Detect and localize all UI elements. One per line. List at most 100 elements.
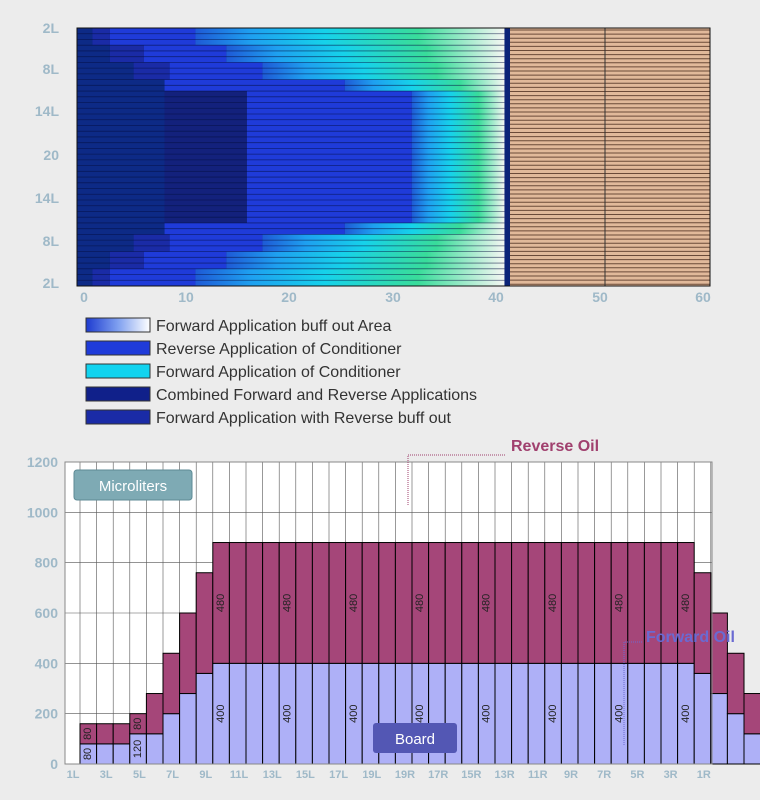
microliters-badge: Microliters: [73, 469, 193, 501]
y-tick-label: 20: [43, 147, 59, 163]
forward-oil-bar: [145, 733, 164, 765]
reverse-oil-bar: [461, 542, 479, 664]
forward-oil-bar: [228, 662, 247, 765]
y-tick-label: 800: [35, 555, 59, 571]
reverse-oil-bar: [262, 542, 280, 664]
band-combined: [77, 234, 134, 241]
band-reverse: [246, 194, 412, 200]
band-forward-buff-out: [411, 211, 505, 218]
band-combined: [77, 119, 165, 126]
y-tick-label: 14L: [35, 190, 60, 206]
board-badge: Board: [373, 723, 457, 753]
band-row: [77, 188, 505, 195]
band-reverse: [164, 228, 345, 235]
band-row: [77, 147, 505, 155]
reverse-oil-bar: [228, 542, 247, 664]
band-row: [77, 27, 505, 34]
forward-oil-bar: [295, 662, 313, 765]
y-tick-label: 8L: [43, 61, 60, 77]
band-forward-buff-out: [195, 39, 505, 46]
band-combined-core: [164, 148, 247, 155]
band-forward-reverse-buff: [109, 50, 144, 57]
band-row: [77, 199, 505, 206]
band-forward-reverse-buff: [92, 274, 110, 281]
band-combined: [77, 171, 165, 178]
legend-swatch: [85, 317, 151, 333]
band-combined: [77, 33, 93, 40]
band-combined-core: [164, 205, 247, 212]
band-combined: [77, 177, 165, 183]
band-reverse: [169, 73, 263, 80]
x-tick-label: 20: [281, 289, 297, 305]
value-label: 80: [82, 748, 94, 760]
band-combined: [77, 200, 165, 206]
x-tick-label: 15L: [296, 769, 315, 781]
value-label: 400: [680, 704, 692, 722]
band-forward-buff-out: [262, 245, 505, 252]
x-tick-label: 5L: [133, 769, 146, 781]
y-tick-label: 8L: [43, 233, 60, 249]
band-forward-buff-out: [411, 217, 505, 223]
reverse-oil-label: Reverse Oil: [511, 438, 599, 455]
forward-oil-bar: [710, 693, 728, 765]
forward-oil-callout: Forward Oil: [623, 629, 735, 745]
reverse-oil-bar: [560, 542, 579, 664]
band-reverse: [246, 96, 412, 103]
band-forward-reverse-buff: [109, 263, 144, 269]
forward-oil-bar: [245, 662, 264, 765]
x-tick-label: 1L: [67, 769, 80, 781]
band-forward-buff-out: [411, 96, 505, 103]
band-forward-buff-out: [411, 182, 505, 189]
band-combined: [77, 28, 93, 34]
board-badge-box: [373, 723, 457, 753]
band-combined: [77, 125, 165, 132]
band-forward-reverse-buff: [92, 33, 110, 40]
band-forward-buff-out: [411, 108, 505, 114]
band-reverse: [169, 68, 263, 74]
forward-oil-bar: [577, 662, 596, 765]
band-row: [77, 176, 505, 183]
band-forward-buff-out: [411, 177, 505, 183]
band-forward-buff-out: [344, 228, 505, 235]
band-reverse: [169, 245, 263, 252]
value-label: 480: [680, 594, 692, 612]
value-label: 480: [481, 594, 493, 612]
band-reverse: [164, 85, 345, 92]
x-tick-label: 30: [385, 289, 401, 305]
band-combined: [77, 39, 93, 46]
band-reverse: [246, 182, 412, 189]
band-forward-buff-out: [411, 188, 505, 195]
band-combined: [77, 182, 165, 189]
value-label: 120: [132, 740, 144, 758]
forward-oil-bar: [195, 672, 214, 765]
band-reverse: [143, 50, 227, 57]
legend-swatch: [85, 409, 151, 425]
band-row: [77, 274, 505, 281]
band-combined: [77, 211, 165, 218]
x-tick-label: 1R: [697, 769, 711, 781]
band-combined: [77, 50, 110, 57]
band-combined: [77, 45, 110, 51]
band-forward-buff-out: [411, 91, 505, 97]
band-combined-core: [164, 159, 247, 166]
band-row: [77, 107, 505, 114]
band-combined-core: [164, 211, 247, 218]
band-combined: [77, 136, 165, 143]
band-combined: [77, 228, 165, 235]
band-forward-buff-out: [411, 171, 505, 178]
band-combined-core: [164, 194, 247, 200]
band-reverse: [169, 62, 263, 69]
band-reverse: [246, 205, 412, 212]
band-row: [77, 50, 505, 57]
band-forward-buff-out: [262, 68, 505, 74]
band-row: [77, 205, 505, 212]
band-row: [77, 159, 505, 166]
band-row: [77, 130, 505, 137]
x-tick-label: 10: [178, 289, 194, 305]
band-combined-core: [164, 188, 247, 195]
value-label: 480: [613, 594, 625, 612]
band-row: [77, 125, 505, 132]
x-tick-label: 13L: [263, 769, 282, 781]
legend-label: Forward Application with Reverse buff ou…: [156, 410, 452, 427]
y-tick-label: 2L: [43, 20, 60, 36]
